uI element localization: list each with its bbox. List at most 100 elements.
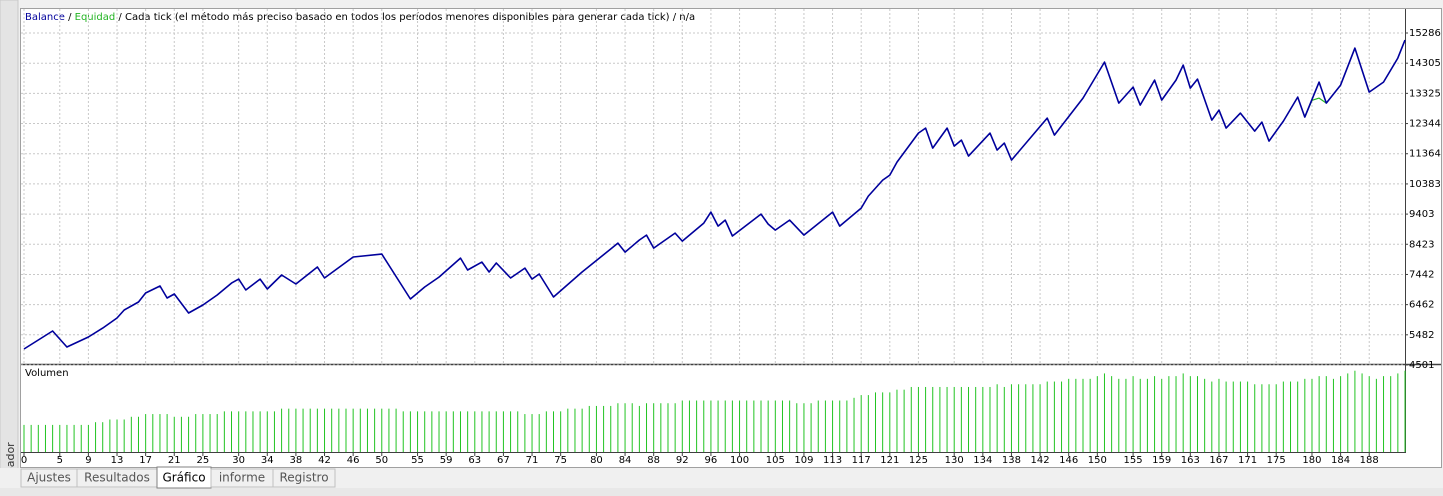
- volume-bar: [1304, 378, 1306, 452]
- volume-bar: [674, 403, 676, 452]
- volume-bar: [717, 400, 719, 452]
- x-tick-label: 46: [347, 455, 360, 466]
- volume-bar: [688, 400, 690, 452]
- volume-bar: [545, 411, 547, 452]
- y-tick-label: 7442: [1409, 269, 1434, 280]
- volume-bar: [195, 414, 197, 452]
- volume-bar: [1239, 381, 1241, 452]
- volume-bar: [1182, 373, 1184, 452]
- volume-bar: [1168, 376, 1170, 452]
- volume-bar: [95, 422, 97, 452]
- y-tick-label: 5482: [1409, 330, 1434, 341]
- side-strip: [0, 0, 19, 496]
- volume-bar: [281, 408, 283, 452]
- volume-bar: [266, 411, 268, 452]
- volume-bar: [1003, 386, 1005, 452]
- x-tick-label: 184: [1331, 455, 1350, 466]
- volume-bar: [73, 424, 75, 452]
- volume-bar: [889, 392, 891, 452]
- volume-bar: [188, 416, 190, 452]
- x-tick-label: 92: [676, 455, 689, 466]
- volume-bar: [37, 424, 39, 452]
- volume-bar: [445, 411, 447, 452]
- volume-bar: [495, 411, 497, 452]
- volume-bar: [910, 386, 912, 452]
- volume-bar: [1111, 376, 1113, 452]
- volume-bar: [1318, 376, 1320, 452]
- volume-bar: [681, 400, 683, 452]
- volume-bar: [180, 416, 182, 452]
- volume-bar: [939, 386, 941, 452]
- x-tick-label: 130: [945, 455, 964, 466]
- volume-bar: [817, 400, 819, 452]
- x-tick-label: 121: [880, 455, 899, 466]
- volume-bar: [502, 411, 504, 452]
- volume-bar: [531, 414, 533, 452]
- x-tick-label: 42: [318, 455, 331, 466]
- volume-bar: [560, 411, 562, 452]
- x-tick-label: 34: [261, 455, 274, 466]
- tab-label[interactable]: informe: [219, 471, 265, 485]
- volume-bar: [638, 405, 640, 452]
- x-tick-label: 75: [554, 455, 567, 466]
- tab-label[interactable]: Ajustes: [27, 471, 71, 485]
- volume-bar: [238, 411, 240, 452]
- volume-bar: [1361, 373, 1363, 452]
- tab-bar: [0, 468, 1443, 488]
- volume-bar: [245, 411, 247, 452]
- status-strip: [0, 488, 1443, 496]
- volume-bar: [803, 403, 805, 452]
- volume-bar: [996, 384, 998, 452]
- volume-bar: [703, 400, 705, 452]
- volume-bar: [1311, 378, 1313, 452]
- volume-bar: [366, 408, 368, 452]
- volume-bar: [739, 400, 741, 452]
- x-tick-label: 21: [168, 455, 181, 466]
- legend-entry: Balance: [25, 12, 65, 23]
- y-tick-label: 14305: [1409, 58, 1441, 69]
- chart-header: Balance / Equidad / Cada tick (el método…: [25, 11, 695, 23]
- volume-bar: [417, 411, 419, 452]
- volume-bar: [259, 411, 261, 452]
- volume-bar: [345, 408, 347, 452]
- volume-bar: [116, 419, 118, 452]
- volume-bar: [152, 414, 154, 452]
- volume-bar: [381, 408, 383, 452]
- x-tick-label: 113: [823, 455, 842, 466]
- volume-bar: [595, 405, 597, 452]
- volume-bar: [402, 411, 404, 452]
- volume-bar: [553, 411, 555, 452]
- volume-bar: [1247, 381, 1249, 452]
- volume-bar: [1196, 376, 1198, 452]
- volume-bar: [1368, 376, 1370, 452]
- volume-bar: [331, 408, 333, 452]
- volume-bar: [424, 411, 426, 452]
- tab[interactable]: [272, 468, 336, 488]
- tab-label[interactable]: Resultados: [84, 471, 150, 485]
- volume-bar: [1082, 378, 1084, 452]
- volume-bar: [59, 424, 61, 452]
- volume-bar: [510, 411, 512, 452]
- volume-bar: [774, 400, 776, 452]
- volume-bar: [867, 395, 869, 452]
- separator: /: [115, 12, 125, 23]
- volume-bar: [1061, 381, 1063, 452]
- tab-label[interactable]: Gráfico: [162, 471, 205, 485]
- volume-bar: [1404, 370, 1406, 452]
- volume-bar: [1139, 378, 1141, 452]
- volume-bar: [1103, 373, 1105, 452]
- volume-bar: [853, 397, 855, 452]
- y-tick-label: 8423: [1409, 239, 1434, 250]
- x-tick-label: 80: [590, 455, 603, 466]
- x-tick-label: 150: [1088, 455, 1107, 466]
- legend-entry: Equidad: [75, 12, 116, 23]
- tab-label[interactable]: Registro: [279, 471, 328, 485]
- x-tick-label: 84: [619, 455, 632, 466]
- y-tick-label: 13325: [1409, 88, 1441, 99]
- volume-bar: [316, 408, 318, 452]
- volume-bar: [667, 403, 669, 452]
- volume-bar: [252, 411, 254, 452]
- volume-bar: [1232, 381, 1234, 452]
- volume-bar: [352, 408, 354, 452]
